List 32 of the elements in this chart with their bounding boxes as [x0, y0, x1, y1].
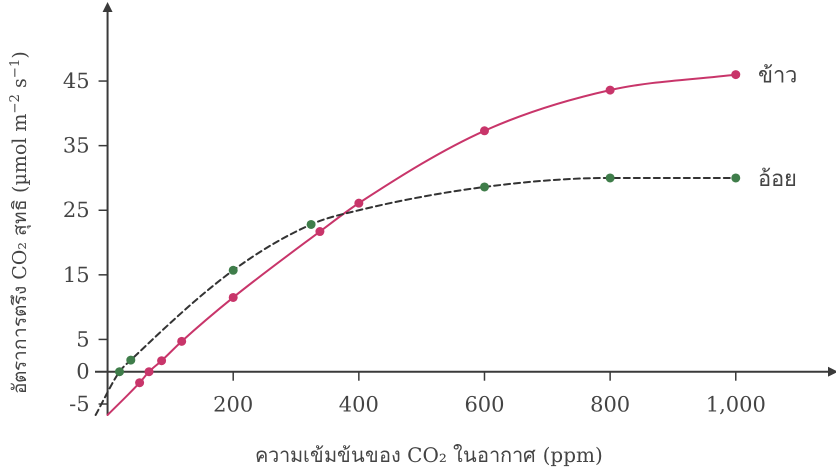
point	[144, 367, 154, 376]
y-tick-label: 5	[76, 327, 90, 352]
y-tick-label: 0	[76, 360, 90, 384]
point	[606, 173, 615, 182]
point	[228, 292, 238, 302]
y-tick-label: -5	[69, 392, 90, 416]
x-tick-label: 800	[590, 392, 630, 417]
point	[731, 173, 740, 182]
series-label: ข้าว	[758, 64, 797, 89]
x-axis-title: ความเข้มข้นของ CO₂ ในอากาศ (ppm)	[254, 443, 603, 467]
x-tick-label: 400	[338, 392, 379, 417]
point	[480, 126, 489, 136]
point	[731, 70, 740, 80]
x-tick-label: 200	[213, 392, 254, 417]
y-tick-label: 15	[62, 262, 90, 287]
point	[115, 367, 124, 376]
series-label: อ้อย	[758, 166, 797, 192]
x-tick-label: 600	[464, 392, 505, 417]
point	[228, 266, 238, 275]
point	[126, 356, 136, 365]
point	[135, 378, 144, 388]
y-tick-label: 45	[62, 69, 90, 94]
point	[315, 227, 324, 236]
y-tick-label: 25	[62, 198, 90, 222]
x-tick-label: 1,000	[706, 392, 766, 417]
point	[480, 182, 489, 192]
point	[306, 220, 316, 229]
point	[157, 356, 166, 366]
y-tick-label: 35	[62, 134, 90, 158]
point	[606, 86, 615, 95]
point	[177, 336, 186, 346]
point	[354, 198, 364, 208]
